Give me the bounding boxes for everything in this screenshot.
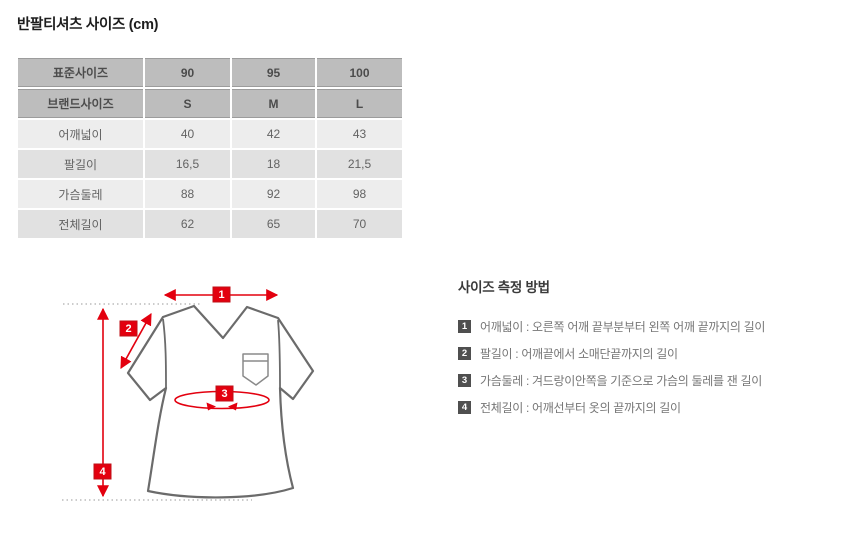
guide-badge-3: 3 (458, 374, 471, 387)
cell-sleeve-l: 21,5 (317, 150, 402, 178)
page-title: 반팔티셔츠 사이즈 (cm) (17, 17, 159, 33)
row-label-shoulder-width: 어깨넓이 (18, 120, 143, 148)
cell-standard-90: 90 (145, 58, 230, 87)
guide-text-shoulder-width: 어깨넓이 : 오른쪽 어깨 끝부분부터 왼쪽 어깨 끝까지의 길이 (480, 320, 766, 334)
left-armhole-seam (162, 318, 167, 389)
cell-shoulder-l: 43 (317, 120, 402, 148)
measuring-guide-title: 사이즈 측정 방법 (458, 280, 550, 295)
sleeve-length-arrow (120, 312, 152, 370)
diagram-badge-3-label: 3 (221, 388, 227, 400)
guide-text-chest: 가슴둘레 : 겨드랑이안쪽을 기준으로 가슴의 둘레를 잰 길이 (480, 374, 763, 388)
row-label-sleeve-length: 팔길이 (18, 150, 143, 178)
size-table: 표준사이즈 90 95 100 브랜드사이즈 S M L 어깨넓이 40 42 … (16, 56, 404, 240)
diagram-badge-2-label: 2 (125, 323, 131, 335)
table-row-shoulder-width: 어깨넓이 40 42 43 (18, 120, 402, 148)
diagram-badge-1-label: 1 (218, 289, 224, 301)
table-row-sleeve-length: 팔길이 16,5 18 21,5 (18, 150, 402, 178)
row-label-chest: 가슴둘레 (18, 180, 143, 208)
diagram-badge-2: 2 (119, 320, 138, 337)
measuring-guide: 사이즈 측정 방법 1 어깨넓이 : 오른쪽 어깨 끝부분부터 왼쪽 어깨 끝까… (458, 276, 838, 428)
cell-brand-l: L (317, 89, 402, 118)
tshirt-measurement-diagram: 1 2 3 4 (62, 286, 315, 501)
guide-item-sleeve-length: 2 팔길이 : 어깨끝에서 소매단끝까지의 길이 (458, 347, 838, 361)
diagram-badge-4-label: 4 (99, 466, 106, 478)
chest-arrowhead-right (206, 402, 216, 411)
table-row-brand-size: 브랜드사이즈 S M L (18, 89, 402, 118)
cell-chest-l: 98 (317, 180, 402, 208)
table-row-standard-size: 표준사이즈 90 95 100 (18, 58, 402, 87)
cell-chest-m: 92 (232, 180, 315, 208)
cell-sleeve-m: 18 (232, 150, 315, 178)
guide-item-shoulder-width: 1 어깨넓이 : 오른쪽 어깨 끝부분부터 왼쪽 어깨 끝까지의 길이 (458, 320, 838, 334)
cell-chest-s: 88 (145, 180, 230, 208)
table-row-total-length: 전체길이 62 65 70 (18, 210, 402, 238)
cell-brand-m: M (232, 89, 315, 118)
chest-arrowhead-left (228, 402, 238, 411)
cell-total-m: 65 (232, 210, 315, 238)
cell-shoulder-s: 40 (145, 120, 230, 148)
diagram-badge-3: 3 (215, 385, 234, 402)
cell-sleeve-s: 16,5 (145, 150, 230, 178)
guide-text-total-length: 전체길이 : 어깨선부터 옷의 끝까지의 길이 (480, 401, 681, 415)
diagram-badge-1: 1 (212, 286, 231, 303)
diagram-badge-4: 4 (93, 463, 112, 480)
table-row-chest: 가슴둘레 88 92 98 (18, 180, 402, 208)
row-label-total-length: 전체길이 (18, 210, 143, 238)
row-header-brand-size: 브랜드사이즈 (18, 89, 143, 118)
guide-badge-4: 4 (458, 401, 471, 414)
guide-badge-2: 2 (458, 347, 471, 360)
cell-standard-100: 100 (317, 58, 402, 87)
right-armhole-seam (277, 319, 281, 389)
guide-text-sleeve-length: 팔길이 : 어깨끝에서 소매단끝까지의 길이 (480, 347, 678, 361)
row-header-standard-size: 표준사이즈 (18, 58, 143, 87)
shirt-outline (126, 304, 315, 499)
guide-item-total-length: 4 전체길이 : 어깨선부터 옷의 끝까지의 길이 (458, 401, 838, 415)
cell-total-s: 62 (145, 210, 230, 238)
cell-shoulder-m: 42 (232, 120, 315, 148)
cell-total-l: 70 (317, 210, 402, 238)
cell-brand-s: S (145, 89, 230, 118)
cell-standard-95: 95 (232, 58, 315, 87)
guide-badge-1: 1 (458, 320, 471, 333)
guide-item-chest: 3 가슴둘레 : 겨드랑이안쪽을 기준으로 가슴의 둘레를 잰 길이 (458, 374, 838, 388)
